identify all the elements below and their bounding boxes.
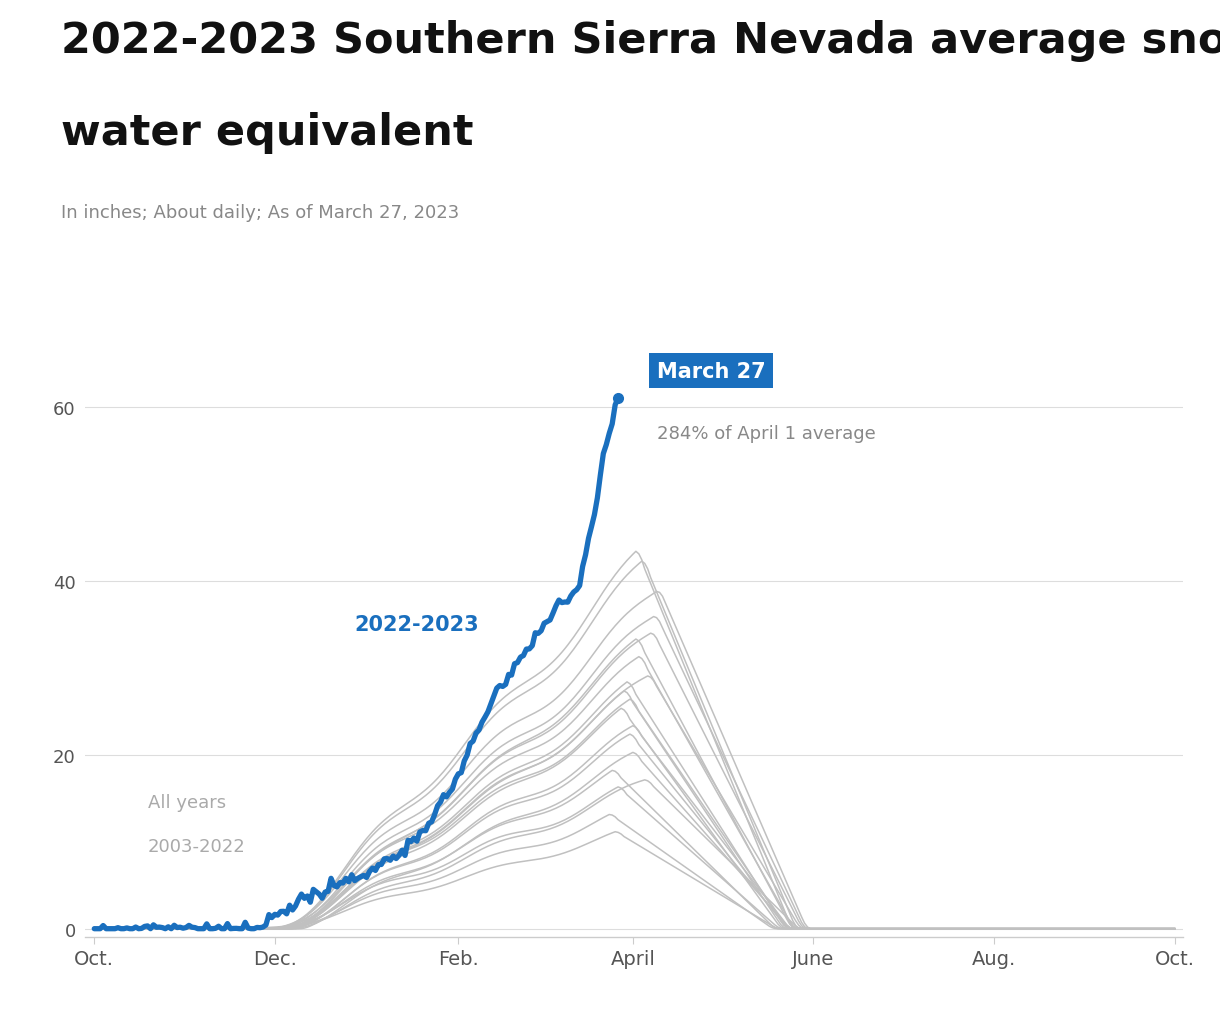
Text: water equivalent: water equivalent: [61, 112, 473, 154]
Text: In inches; About daily; As of March 27, 2023: In inches; About daily; As of March 27, …: [61, 204, 459, 222]
Text: 2022-2023 Southern Sierra Nevada average snow: 2022-2023 Southern Sierra Nevada average…: [61, 20, 1220, 62]
Text: All years: All years: [148, 794, 226, 811]
Text: March 27: March 27: [656, 362, 765, 381]
Text: 2022-2023: 2022-2023: [355, 614, 479, 635]
Text: 284% of April 1 average: 284% of April 1 average: [656, 425, 875, 442]
Text: 2003-2022: 2003-2022: [148, 838, 245, 856]
